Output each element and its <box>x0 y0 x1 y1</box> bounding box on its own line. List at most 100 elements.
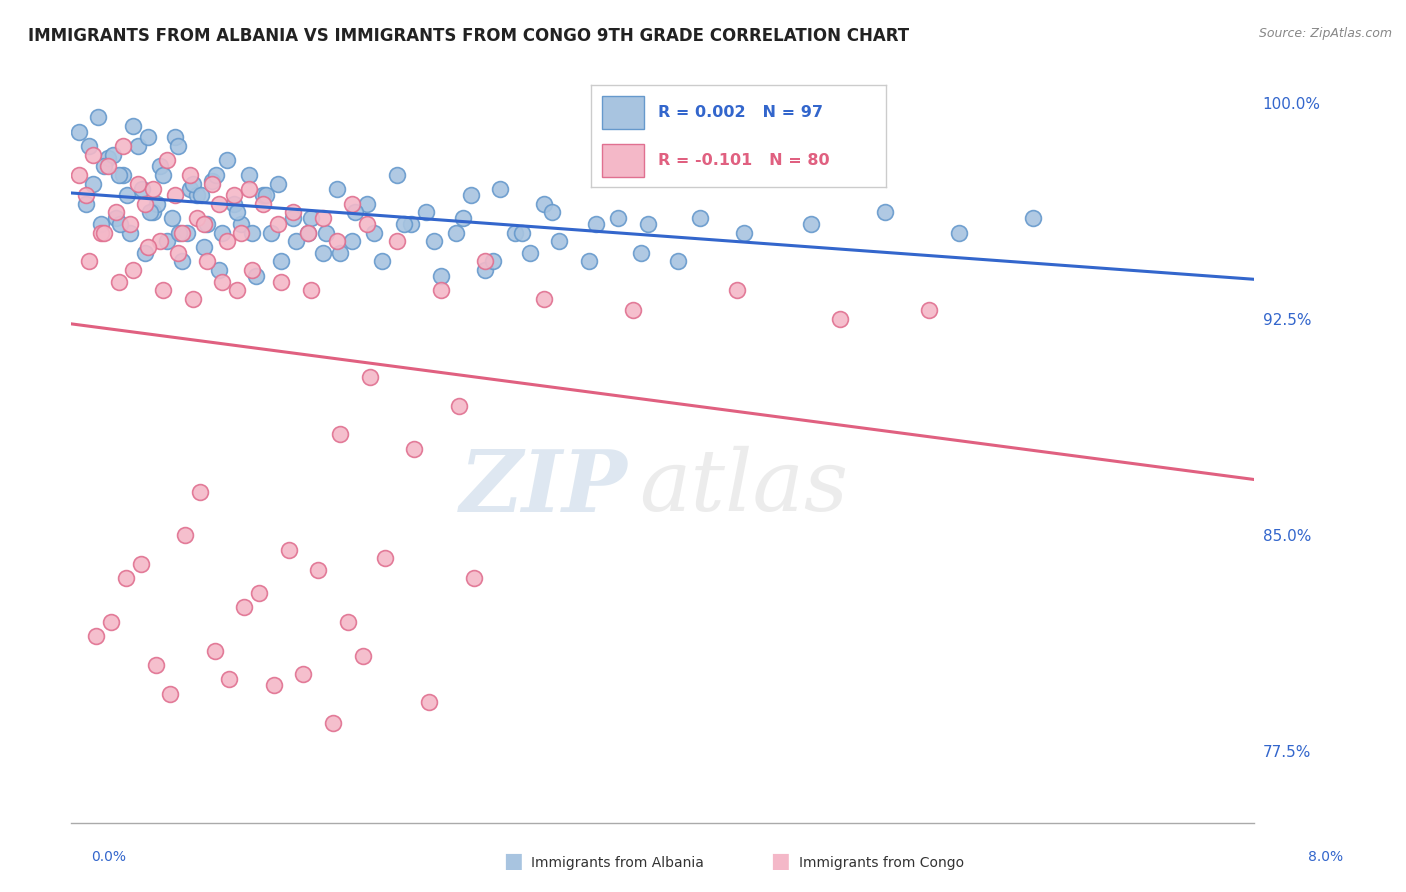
Point <box>67 125 90 139</box>
Point <box>186 211 208 226</box>
Point <box>215 153 238 168</box>
Point <box>211 226 233 240</box>
Point <box>101 147 124 161</box>
Point <box>329 245 352 260</box>
Point <box>90 226 112 240</box>
Point <box>159 687 181 701</box>
Point <box>111 139 134 153</box>
Point <box>240 263 263 277</box>
Point <box>193 217 215 231</box>
Point <box>292 666 315 681</box>
Point <box>666 254 689 268</box>
Point <box>322 715 344 730</box>
Point <box>225 283 247 297</box>
Point <box>299 283 322 297</box>
Point <box>371 254 394 268</box>
Point <box>201 177 224 191</box>
Point <box>87 110 110 124</box>
Point <box>120 217 142 231</box>
Point <box>167 226 190 240</box>
Point <box>115 571 138 585</box>
Point <box>208 196 231 211</box>
Point <box>621 303 644 318</box>
Point <box>120 226 142 240</box>
Point <box>451 211 474 226</box>
Point <box>122 263 145 277</box>
Point <box>252 188 274 202</box>
Point <box>1021 211 1043 226</box>
Point <box>578 254 600 268</box>
Point <box>149 234 172 248</box>
Point <box>111 168 134 182</box>
Point <box>231 217 253 231</box>
Point <box>256 188 278 202</box>
Point <box>129 557 152 571</box>
Point <box>117 188 139 202</box>
Point <box>127 177 149 191</box>
Point <box>222 188 245 202</box>
Point <box>127 139 149 153</box>
Point <box>311 211 333 226</box>
Point <box>195 217 218 231</box>
Point <box>463 571 485 585</box>
Point <box>315 226 337 240</box>
Point <box>163 130 186 145</box>
Point <box>270 254 292 268</box>
Point <box>352 649 374 664</box>
Text: ZIP: ZIP <box>460 446 627 529</box>
Point <box>193 240 215 254</box>
Point <box>356 196 378 211</box>
Point <box>77 254 100 268</box>
Text: R = 0.002   N = 97: R = 0.002 N = 97 <box>658 105 824 120</box>
Point <box>299 211 322 226</box>
Point <box>533 196 555 211</box>
Point <box>548 234 571 248</box>
Point <box>211 275 233 289</box>
Point <box>179 182 201 196</box>
Point <box>179 168 201 182</box>
Point <box>146 196 169 211</box>
Point <box>108 217 131 231</box>
Point <box>181 177 204 191</box>
Point <box>326 234 349 248</box>
Point <box>104 211 127 226</box>
Point <box>297 226 319 240</box>
Point <box>181 292 204 306</box>
Point <box>401 217 423 231</box>
Text: ■: ■ <box>503 851 523 871</box>
Point <box>630 245 652 260</box>
Point <box>267 217 290 231</box>
Point <box>447 399 470 413</box>
Point <box>145 657 167 672</box>
Point <box>725 283 748 297</box>
Point <box>86 629 108 643</box>
Point <box>637 217 659 231</box>
Point <box>281 205 304 219</box>
Point <box>585 217 607 231</box>
Point <box>830 312 852 326</box>
Point <box>689 211 711 226</box>
Text: Immigrants from Albania: Immigrants from Albania <box>531 856 704 870</box>
Point <box>166 245 188 260</box>
Point <box>82 177 104 191</box>
Point <box>260 226 283 240</box>
Point <box>510 226 533 240</box>
Point <box>392 217 415 231</box>
Point <box>281 211 304 226</box>
Point <box>149 159 172 173</box>
Point <box>201 174 224 188</box>
Text: IMMIGRANTS FROM ALBANIA VS IMMIGRANTS FROM CONGO 9TH GRADE CORRELATION CHART: IMMIGRANTS FROM ALBANIA VS IMMIGRANTS FR… <box>28 27 910 45</box>
Point <box>329 427 352 442</box>
Point <box>204 643 226 657</box>
Point <box>97 151 120 165</box>
Point <box>541 205 564 219</box>
Point <box>404 442 426 456</box>
Point <box>176 226 198 240</box>
Point <box>107 275 129 289</box>
FancyBboxPatch shape <box>602 96 644 128</box>
Point <box>233 600 256 615</box>
Point <box>195 254 218 268</box>
Point <box>363 226 385 240</box>
Point <box>422 234 444 248</box>
Point <box>93 159 115 173</box>
